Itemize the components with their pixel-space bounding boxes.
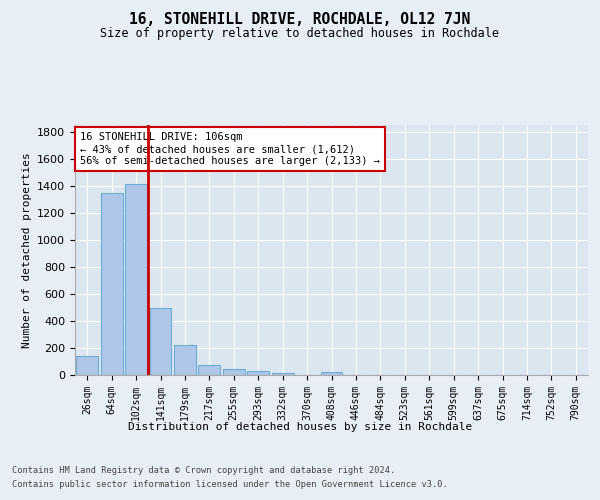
Text: Contains public sector information licensed under the Open Government Licence v3: Contains public sector information licen… [12,480,448,489]
Text: 16, STONEHILL DRIVE, ROCHDALE, OL12 7JN: 16, STONEHILL DRIVE, ROCHDALE, OL12 7JN [130,12,470,28]
Bar [125,184,147,375]
Text: Distribution of detached houses by size in Rochdale: Distribution of detached houses by size … [128,422,472,432]
Y-axis label: Number of detached properties: Number of detached properties [22,152,32,348]
Bar [101,192,122,375]
Bar [199,365,220,375]
Bar [76,356,98,375]
Bar [174,344,196,375]
Bar [272,374,293,375]
Text: Size of property relative to detached houses in Rochdale: Size of property relative to detached ho… [101,28,499,40]
Text: 16 STONEHILL DRIVE: 106sqm
← 43% of detached houses are smaller (1,612)
56% of s: 16 STONEHILL DRIVE: 106sqm ← 43% of deta… [80,132,380,166]
Bar [149,308,172,375]
Bar [320,372,343,375]
Text: Contains HM Land Registry data © Crown copyright and database right 2024.: Contains HM Land Registry data © Crown c… [12,466,395,475]
Bar [223,370,245,375]
Bar [247,371,269,375]
